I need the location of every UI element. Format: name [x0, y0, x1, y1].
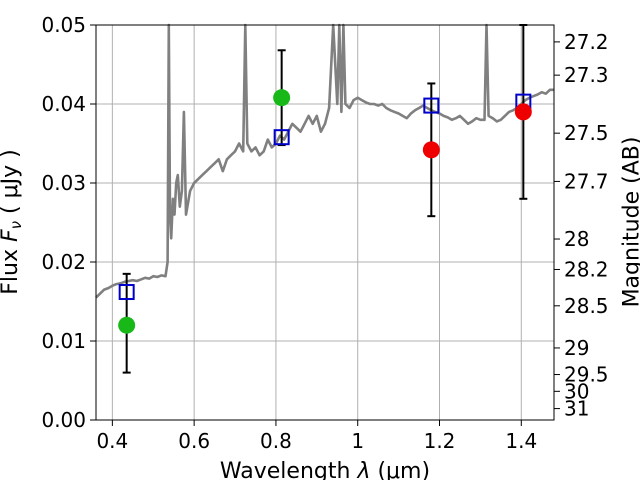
spectrum-layer	[95, 23, 554, 299]
mag-tick-label: 29.5	[564, 363, 609, 387]
x-axis-label: Wavelength λ (μm)	[220, 459, 430, 480]
model-points	[118, 93, 532, 301]
mag-tick-label: 29	[564, 336, 589, 360]
x-tick-label: 1	[351, 429, 364, 453]
observed-point	[422, 141, 440, 159]
y-tick-label: 0.04	[41, 92, 86, 116]
y-tick-label: 0.03	[41, 171, 86, 195]
model-point	[118, 284, 135, 301]
observed-point	[118, 316, 136, 334]
mag-tick-label: 27.2	[564, 30, 609, 54]
x-tick-label: 1.2	[424, 429, 456, 453]
y-axis-label: Flux Fν ( μJy )	[0, 149, 25, 294]
spectrum-line	[95, 23, 554, 299]
mag-tick-label: 27.3	[564, 63, 609, 87]
observed-point	[273, 89, 291, 107]
mag-tick-label: 28	[564, 227, 589, 251]
observed-points	[118, 89, 532, 334]
observed-point	[514, 103, 532, 121]
y-axis-ticks: 0.00 0.01 0.02 0.03 0.04 0.05	[41, 13, 96, 432]
mag-tick-label: 28.2	[564, 257, 609, 281]
x-tick-label: 0.6	[178, 429, 210, 453]
plot-frame	[95, 24, 555, 421]
mag-tick-label: 28.5	[564, 294, 609, 318]
magnitude-axis-label: Magnitude (AB)	[620, 137, 640, 308]
y-tick-label: 0.05	[41, 13, 86, 37]
x-tick-label: 1.4	[505, 429, 537, 453]
y-tick-label: 0.02	[41, 250, 86, 274]
error-bars	[122, 24, 528, 374]
y-tick-label: 0.01	[41, 329, 86, 353]
mag-tick-label: 31	[564, 397, 589, 421]
mag-tick-label: 30	[564, 379, 589, 403]
x-axis-ticks: 0.4 0.6 0.8 1 1.2 1.4	[96, 420, 537, 453]
x-tick-label: 0.8	[260, 429, 292, 453]
y-tick-label: 0.00	[41, 408, 86, 432]
x-tick-label: 0.4	[96, 429, 128, 453]
mag-tick-label: 27.5	[564, 121, 609, 145]
model-point	[423, 97, 440, 114]
model-point	[273, 129, 290, 146]
mag-tick-label: 27.7	[564, 169, 609, 193]
